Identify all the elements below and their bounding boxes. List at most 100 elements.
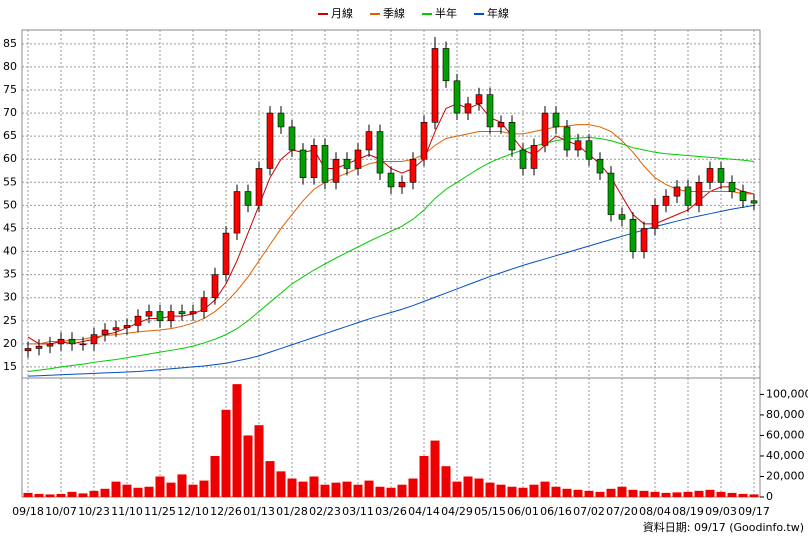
volume-bar	[397, 484, 407, 497]
candle-body	[266, 112, 274, 169]
y-tick-label: 35	[3, 268, 17, 281]
volume-bar	[342, 481, 352, 497]
x-tick-label: 03/11	[342, 505, 374, 518]
candle-body	[35, 345, 43, 349]
candle-body	[79, 343, 87, 346]
volume-bar	[67, 491, 77, 497]
legend-label: 半年	[435, 6, 457, 20]
x-tick-label: 12/26	[210, 505, 242, 518]
x-tick-label: 09/03	[705, 505, 737, 518]
volume-bar	[738, 493, 748, 497]
volume-bar	[727, 492, 737, 497]
ma-line	[28, 124, 754, 345]
candle-body	[662, 195, 670, 206]
legend-label: 年線	[487, 6, 509, 20]
candle-body	[167, 311, 175, 322]
candle-body	[629, 218, 637, 252]
candle-body	[387, 172, 395, 188]
candle-body	[497, 122, 505, 128]
x-tick-label: 08/04	[639, 505, 671, 518]
candle-body	[233, 191, 241, 234]
volume-bar	[518, 487, 528, 497]
candle-body	[354, 149, 362, 169]
x-tick-label: 10/07	[45, 505, 77, 518]
candle-body	[46, 343, 54, 347]
y-tick-label: 70	[3, 106, 17, 119]
y-tick-label: 50	[3, 198, 17, 211]
y-tick-label: 25	[3, 314, 17, 327]
legend-label: 季線	[383, 6, 405, 20]
x-tick-label: 02/23	[309, 505, 341, 518]
candle-body	[519, 149, 527, 169]
candle-body	[508, 122, 516, 151]
volume-bar	[672, 492, 682, 497]
volume-bar	[386, 487, 396, 497]
y2-tick-label: 0	[766, 490, 773, 503]
volume-bar	[232, 384, 242, 497]
candle-body	[398, 182, 406, 188]
y-tick-label: 20	[3, 337, 17, 350]
volume-bar	[606, 488, 616, 497]
candle-body	[607, 172, 615, 215]
x-tick-label: 05/15	[474, 505, 506, 518]
candle-body	[145, 311, 153, 317]
volume-bar	[474, 478, 484, 497]
candle-body	[189, 311, 197, 315]
volume-bar	[562, 488, 572, 497]
volume-bar	[100, 488, 110, 497]
candle-body	[376, 131, 384, 174]
candle-body	[728, 182, 736, 192]
volume-bar	[749, 494, 759, 497]
candle-body	[651, 205, 659, 229]
y-tick-label: 55	[3, 175, 17, 188]
candle-body	[255, 168, 263, 206]
volume-bar	[78, 493, 88, 497]
volume-bar	[254, 425, 264, 497]
candle-body	[332, 158, 340, 183]
y-tick-label: 30	[3, 291, 17, 304]
candle-body	[156, 311, 164, 322]
candle-body	[530, 145, 538, 169]
candle-body	[68, 338, 76, 345]
candle-body	[453, 80, 461, 114]
y-tick-label: 80	[3, 60, 17, 73]
y-tick-label: 60	[3, 152, 17, 165]
volume-bar	[188, 484, 198, 497]
candle-body	[684, 186, 692, 206]
candle-body	[178, 311, 186, 315]
x-tick-label: 03/26	[375, 505, 407, 518]
volume-bar	[551, 486, 561, 497]
candle-body	[277, 112, 285, 128]
volume-bar	[144, 486, 154, 497]
ma-line	[27, 137, 755, 373]
y-tick-label: 75	[3, 83, 17, 96]
volume-bar	[364, 480, 374, 497]
x-tick-label: 04/14	[408, 505, 440, 518]
candle-body	[112, 327, 120, 331]
volume-bar	[661, 492, 671, 497]
x-tick-label: 09/17	[738, 505, 770, 518]
volume-bar	[694, 490, 704, 497]
x-tick-label: 04/29	[441, 505, 473, 518]
volume-bar	[210, 455, 220, 497]
volume-bar	[34, 493, 44, 497]
y2-tick-label: 20,000	[766, 469, 805, 482]
volume-bar	[276, 471, 286, 497]
volume-bar	[628, 489, 638, 497]
y2-tick-label: 100,000	[766, 387, 808, 400]
x-tick-label: 01/13	[243, 505, 275, 518]
candle-body	[244, 191, 252, 206]
volume-bar	[298, 481, 308, 497]
x-tick-label: 10/23	[78, 505, 110, 518]
x-tick-label: 01/28	[276, 505, 308, 518]
volume-bar	[199, 480, 209, 497]
x-tick-label: 12/10	[177, 505, 209, 518]
volume-bar	[529, 484, 539, 497]
candle-body	[321, 145, 329, 183]
volume-bar	[243, 435, 253, 497]
x-tick-label: 09/18	[12, 505, 44, 518]
candle-body	[211, 274, 219, 298]
candle-body	[640, 228, 648, 252]
volume-bar	[452, 481, 462, 497]
candle-body	[695, 182, 703, 206]
